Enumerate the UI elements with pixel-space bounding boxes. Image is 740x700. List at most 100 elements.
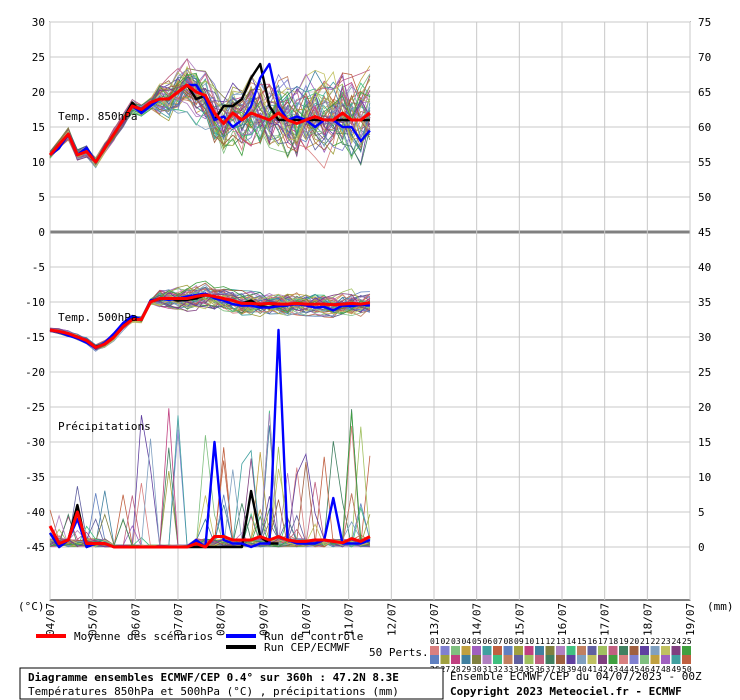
x-tick-label: 09/07 [257, 603, 270, 636]
right-tick-label: 55 [698, 156, 711, 169]
pert-legend-swatch [493, 646, 502, 655]
pert-legend-swatch [430, 655, 439, 664]
right-tick-label: 75 [698, 16, 711, 29]
pert-legend-label: 21 [640, 637, 650, 646]
pert-legend-swatch [608, 646, 618, 655]
pert-legend-label: 40 [577, 665, 587, 674]
left-tick-label: -40 [25, 506, 45, 519]
right-tick-label: 20 [698, 401, 711, 414]
perturbation-precip-line [49, 523, 371, 548]
pert-legend-label: 45 [630, 665, 640, 674]
main-series [48, 62, 371, 549]
left-tick-label: -25 [25, 401, 45, 414]
right-tick-label: 50 [698, 191, 711, 204]
series-0-t850-line [48, 83, 371, 164]
pert-legend-swatch [671, 646, 681, 655]
right-tick-label: 70 [698, 51, 711, 64]
pert-legend-label: 02 [441, 637, 451, 646]
right-tick-label: 40 [698, 261, 711, 274]
legend-swatch-cep [226, 645, 256, 649]
x-tick-label: 08/07 [215, 603, 228, 636]
pert-legend-swatch [430, 646, 439, 655]
footer-title: Diagramme ensembles ECMWF/CEP 0.4° sur 3… [28, 671, 399, 684]
x-tick-label: 14/07 [471, 603, 484, 636]
pert-legend-swatch [650, 655, 660, 664]
left-tick-label: 15 [32, 121, 45, 134]
pert-legend-swatch [472, 646, 481, 655]
x-tick-label: 17/07 [599, 603, 612, 636]
pert-legend-label: 13 [556, 637, 566, 646]
pert-legend-swatch [535, 646, 544, 655]
pert-legend-swatch [682, 646, 691, 655]
pert-legend-label: 23 [661, 637, 671, 646]
pert-legend-label: 34 [514, 665, 524, 674]
perturbation-legend: 01 02 03 04 05 06 07 08 09 10 11 12 13 14 15 16 17 18 19 20… [430, 637, 692, 674]
pert-legend-swatch [545, 655, 555, 664]
pert-legend-swatch [682, 655, 691, 664]
series-0-precip-line [48, 510, 371, 549]
pert-legend-label: 39 [567, 665, 577, 674]
pert-legend-label: 43 [609, 665, 619, 674]
left-tick-label: 20 [32, 86, 45, 99]
right-tick-label: 0 [698, 541, 705, 554]
footer-box [19, 667, 444, 700]
pert-legend-swatch [461, 646, 471, 655]
pert-legend-label: 28 [451, 665, 461, 674]
pert-legend-label: 37 [546, 665, 556, 674]
pert-legend-label: 06 [483, 637, 493, 646]
x-tick-label: 04/07 [44, 603, 57, 636]
pert-legend-swatch [461, 655, 471, 664]
pert-legend-swatch [619, 655, 628, 664]
pert-legend-swatch [524, 646, 534, 655]
pert-legend-swatch [577, 655, 586, 664]
legend-perts-label: 50 Perts. [369, 646, 429, 659]
panel-label-850: Temp. 850hPa [58, 110, 137, 123]
pert-legend-swatch [440, 646, 450, 655]
pert-legend-label: 44 [619, 665, 629, 674]
legend-control-label: Run de contrôle [264, 630, 363, 643]
pert-legend-swatch [503, 646, 513, 655]
pert-legend-swatch [629, 646, 639, 655]
pert-legend-label: 01 [430, 637, 440, 646]
pert-legend-swatch [514, 646, 523, 655]
x-tick-label: 05/07 [87, 603, 100, 636]
pert-legend-label: 20 [630, 637, 640, 646]
pert-legend-swatch [650, 646, 660, 655]
x-tick-label: 13/07 [428, 603, 441, 636]
pert-legend-label: 12 [546, 637, 556, 646]
pert-legend-swatch [566, 646, 576, 655]
left-tick-label: -45 [25, 541, 45, 554]
pert-legend-label: 22 [651, 637, 661, 646]
pert-legend-label: 14 [567, 637, 577, 646]
pert-legend-swatch [577, 646, 586, 655]
pert-legend-label: 47 [651, 665, 661, 674]
pert-legend-swatch [587, 646, 597, 655]
pert-legend-swatch [640, 655, 649, 664]
pert-legend-label: 48 [661, 665, 671, 674]
pert-legend-swatch [556, 655, 565, 664]
pert-legend-label: 11 [535, 637, 545, 646]
perturbation-line [49, 293, 371, 350]
pert-legend-swatch [661, 655, 670, 664]
pert-legend-swatch [545, 646, 555, 655]
pert-legend-swatch [598, 655, 607, 664]
legend-cep-label: Run CEP/ECMWF [264, 641, 350, 654]
pert-legend-label: 41 [588, 665, 598, 674]
pert-legend-label: 32 [493, 665, 503, 674]
left-tick-label: 10 [32, 156, 45, 169]
legend-swatch-mean [36, 634, 66, 638]
left-tick-label: -35 [25, 471, 45, 484]
legend: Moyenne des scénarios Run de contrôle Ru… [36, 630, 692, 674]
perturbation-line [49, 289, 370, 346]
pert-legend-swatch [587, 655, 597, 664]
pert-legend-label: 07 [493, 637, 503, 646]
right-axis-unit: (mm) [707, 600, 734, 613]
pert-legend-label: 42 [598, 665, 608, 674]
pert-legend-swatch [598, 646, 607, 655]
pert-legend-swatch [566, 655, 576, 664]
pert-legend-label: 18 [609, 637, 619, 646]
pert-legend-label: 24 [672, 637, 682, 646]
pert-legend-swatch [671, 655, 681, 664]
left-tick-label: -15 [25, 331, 45, 344]
